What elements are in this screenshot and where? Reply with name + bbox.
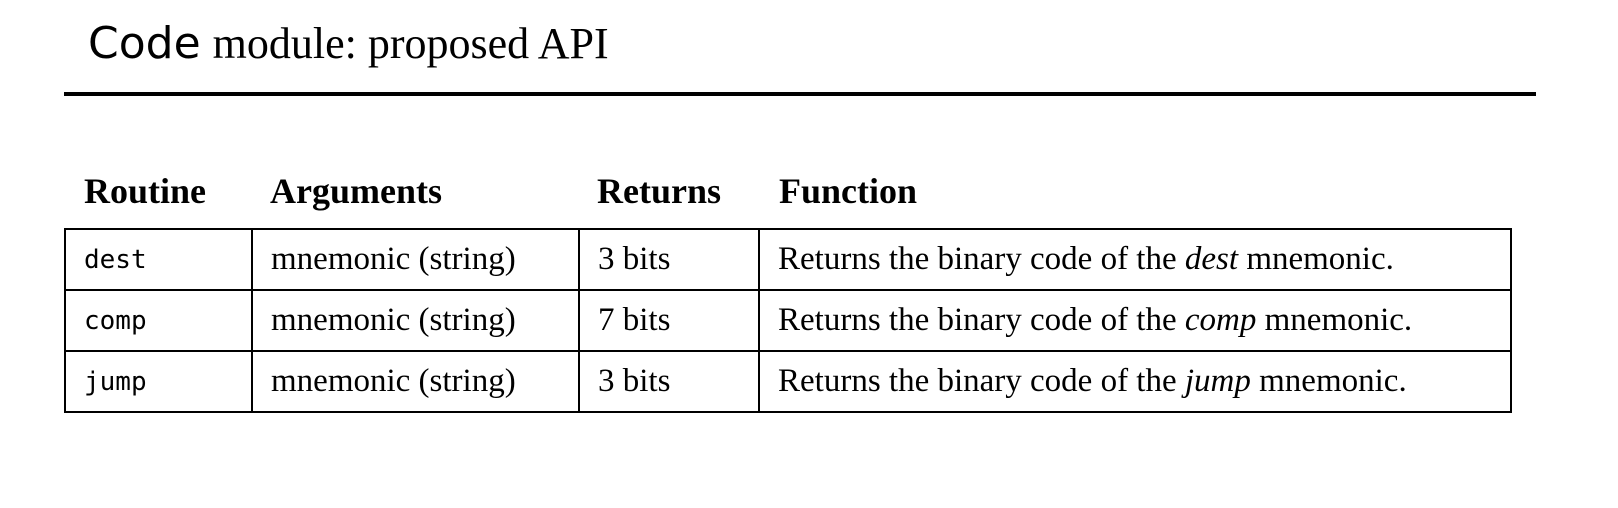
table-row: dest mnemonic (string) 3 bits Returns th…: [64, 228, 1512, 291]
table-row: jump mnemonic (string) 3 bits Returns th…: [64, 350, 1512, 413]
header-returns: Returns: [597, 171, 721, 211]
function-text: Returns the binary code of the: [778, 302, 1177, 338]
function-text: Returns the binary code of the: [778, 241, 1177, 277]
arguments-cell: mnemonic (string): [251, 289, 580, 352]
function-emphasis: comp: [1184, 302, 1257, 338]
routine-cell: dest: [64, 228, 253, 291]
arguments-cell: mnemonic (string): [251, 350, 580, 413]
function-cell: Returns the binary code of the jump mnem…: [758, 350, 1512, 413]
function-emphasis: jump: [1184, 363, 1251, 399]
routine-cell: comp: [64, 289, 253, 352]
routine-cell: jump: [64, 350, 253, 413]
header-routine: Routine: [84, 171, 207, 211]
returns-cell: 3 bits: [578, 350, 760, 413]
function-text: Returns the binary code of the: [778, 363, 1177, 399]
table-header-row: Routine Arguments Returns Function: [64, 170, 1510, 214]
page-title: Code module: proposed API: [88, 22, 609, 66]
returns-cell: 7 bits: [578, 289, 760, 352]
function-cell: Returns the binary code of the dest mnem…: [758, 228, 1512, 291]
function-cell: Returns the binary code of the comp mnem…: [758, 289, 1512, 352]
function-emphasis: dest: [1184, 241, 1239, 277]
api-table: dest mnemonic (string) 3 bits Returns th…: [64, 228, 1512, 413]
header-arguments: Arguments: [270, 171, 442, 211]
table-row: comp mnemonic (string) 7 bits Returns th…: [64, 289, 1512, 352]
header-function: Function: [779, 171, 918, 211]
title-divider: [64, 92, 1536, 96]
function-suffix: mnemonic.: [1264, 302, 1413, 338]
arguments-cell: mnemonic (string): [251, 228, 580, 291]
function-suffix: mnemonic.: [1246, 241, 1394, 277]
returns-cell: 3 bits: [578, 228, 760, 291]
title-code-word: Code: [88, 18, 201, 69]
function-suffix: mnemonic.: [1259, 363, 1407, 399]
title-rest: module: proposed API: [212, 19, 609, 68]
